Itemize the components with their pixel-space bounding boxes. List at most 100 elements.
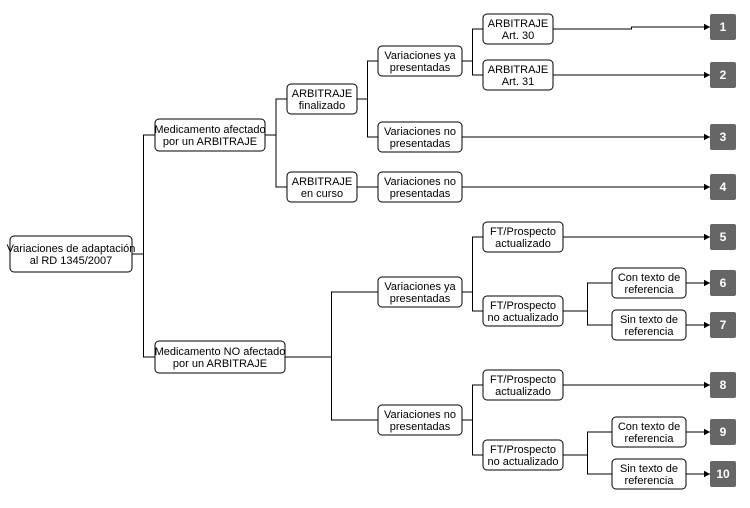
endpoint-2: 2 [710, 62, 736, 88]
arrowhead-icon [704, 322, 710, 329]
svg-text:10: 10 [716, 467, 730, 481]
svg-text:presentadas: presentadas [390, 421, 451, 433]
svg-text:Con texto de: Con texto de [618, 272, 680, 284]
svg-text:presentadas: presentadas [390, 62, 451, 74]
svg-text:Variaciones de adaptación: Variaciones de adaptación [7, 243, 136, 255]
edge [563, 455, 612, 474]
node-n2: Medicamento NO afectadopor un ARBITRAJE [155, 341, 286, 373]
edge [553, 27, 710, 29]
svg-text:actualizado: actualizado [495, 238, 551, 250]
svg-text:presentadas: presentadas [390, 138, 451, 150]
svg-text:3: 3 [720, 130, 727, 144]
svg-text:por un ARBITRAJE: por un ARBITRAJE [173, 358, 267, 370]
edge [462, 61, 483, 75]
node-root: Variaciones de adaptaciónal RD 1345/2007 [7, 236, 136, 272]
svg-text:presentadas: presentadas [390, 188, 451, 200]
arrowhead-icon [704, 382, 710, 389]
svg-text:Variaciones no: Variaciones no [384, 126, 456, 138]
node-n2b2a: Con texto dereferencia [612, 417, 686, 447]
svg-text:Con texto de: Con texto de [618, 421, 680, 433]
edge [357, 61, 378, 99]
node-n1b1: Variaciones nopresentadas [378, 172, 462, 202]
svg-text:referencia: referencia [625, 475, 675, 487]
svg-text:1: 1 [720, 20, 727, 34]
node-n1b: ARBITRAJEen curso [287, 172, 357, 202]
arrowhead-icon [704, 24, 710, 31]
svg-text:ARBITRAJE: ARBITRAJE [488, 64, 549, 76]
edge [462, 237, 483, 292]
svg-text:Variaciones ya: Variaciones ya [384, 281, 456, 293]
arrowhead-icon [704, 429, 710, 436]
node-n2a2a: Con texto dereferencia [612, 268, 686, 298]
svg-text:Variaciones no: Variaciones no [384, 176, 456, 188]
edge [462, 29, 483, 61]
svg-text:no actualizado: no actualizado [488, 312, 559, 324]
edge [132, 135, 155, 254]
edge [462, 385, 483, 420]
svg-text:2: 2 [720, 68, 727, 82]
node-n2a1: FT/Prospectoactualizado [483, 222, 563, 252]
svg-text:FT/Prospecto: FT/Prospecto [490, 444, 556, 456]
svg-text:8: 8 [720, 378, 727, 392]
node-n2b2b: Sin texto dereferencia [612, 459, 686, 489]
arrowhead-icon [704, 280, 710, 287]
svg-text:Variaciones ya: Variaciones ya [384, 50, 456, 62]
edge [265, 99, 287, 135]
svg-text:ARBITRAJE: ARBITRAJE [292, 88, 353, 100]
svg-text:Medicamento afectado: Medicamento afectado [154, 124, 265, 136]
svg-text:4: 4 [720, 180, 727, 194]
svg-text:6: 6 [720, 276, 727, 290]
endpoint-6: 6 [710, 270, 736, 296]
node-n2a: Variaciones yapresentadas [378, 277, 462, 307]
edge [462, 420, 483, 455]
edge [563, 432, 612, 455]
flowchart: Variaciones de adaptaciónal RD 1345/2007… [0, 0, 750, 508]
endpoint-7: 7 [710, 312, 736, 338]
node-n1a1: Variaciones yapresentadas [378, 46, 462, 76]
edge [357, 99, 378, 137]
node-n1a1a: ARBITRAJEArt. 30 [483, 14, 553, 44]
edge [563, 311, 612, 325]
endpoint-9: 9 [710, 419, 736, 445]
node-n2b1: FT/Prospectoactualizado [483, 370, 563, 400]
node-n2a2b: Sin texto dereferencia [612, 310, 686, 340]
arrowhead-icon [704, 234, 710, 241]
node-n1a: ARBITRAJEfinalizado [287, 84, 357, 114]
svg-text:FT/Prospecto: FT/Prospecto [490, 226, 556, 238]
edge [563, 283, 612, 311]
node-n1: Medicamento afectadopor un ARBITRAJE [154, 119, 265, 151]
svg-text:no actualizado: no actualizado [488, 456, 559, 468]
svg-text:al RD 1345/2007: al RD 1345/2007 [30, 255, 113, 267]
svg-text:ARBITRAJE: ARBITRAJE [488, 18, 549, 30]
svg-text:Art. 30: Art. 30 [502, 30, 534, 42]
svg-text:5: 5 [720, 230, 727, 244]
endpoint-4: 4 [710, 174, 736, 200]
svg-text:presentadas: presentadas [390, 293, 451, 305]
svg-text:Art. 31: Art. 31 [502, 76, 534, 88]
svg-text:ARBITRAJE: ARBITRAJE [292, 176, 353, 188]
arrowhead-icon [704, 72, 710, 79]
node-n2b2: FT/Prospectono actualizado [483, 440, 563, 470]
endpoint-10: 10 [710, 461, 736, 487]
svg-text:por un ARBITRAJE: por un ARBITRAJE [163, 136, 257, 148]
endpoint-8: 8 [710, 372, 736, 398]
node-n2b: Variaciones nopresentadas [378, 405, 462, 435]
svg-text:Sin texto de: Sin texto de [620, 314, 678, 326]
edge [285, 292, 378, 357]
svg-text:Sin texto de: Sin texto de [620, 463, 678, 475]
svg-text:9: 9 [720, 425, 727, 439]
endpoint-5: 5 [710, 224, 736, 250]
svg-text:Medicamento NO afectado: Medicamento NO afectado [155, 346, 286, 358]
svg-text:Variaciones no: Variaciones no [384, 409, 456, 421]
endpoint-1: 1 [710, 14, 736, 40]
edge [265, 135, 287, 187]
edge [285, 357, 378, 420]
svg-text:referencia: referencia [625, 433, 675, 445]
svg-text:finalizado: finalizado [299, 100, 345, 112]
endpoint-3: 3 [710, 124, 736, 150]
svg-text:en curso: en curso [301, 188, 343, 200]
edge [132, 254, 155, 357]
svg-text:referencia: referencia [625, 284, 675, 296]
node-n1a2: Variaciones nopresentadas [378, 122, 462, 152]
arrowhead-icon [704, 184, 710, 191]
